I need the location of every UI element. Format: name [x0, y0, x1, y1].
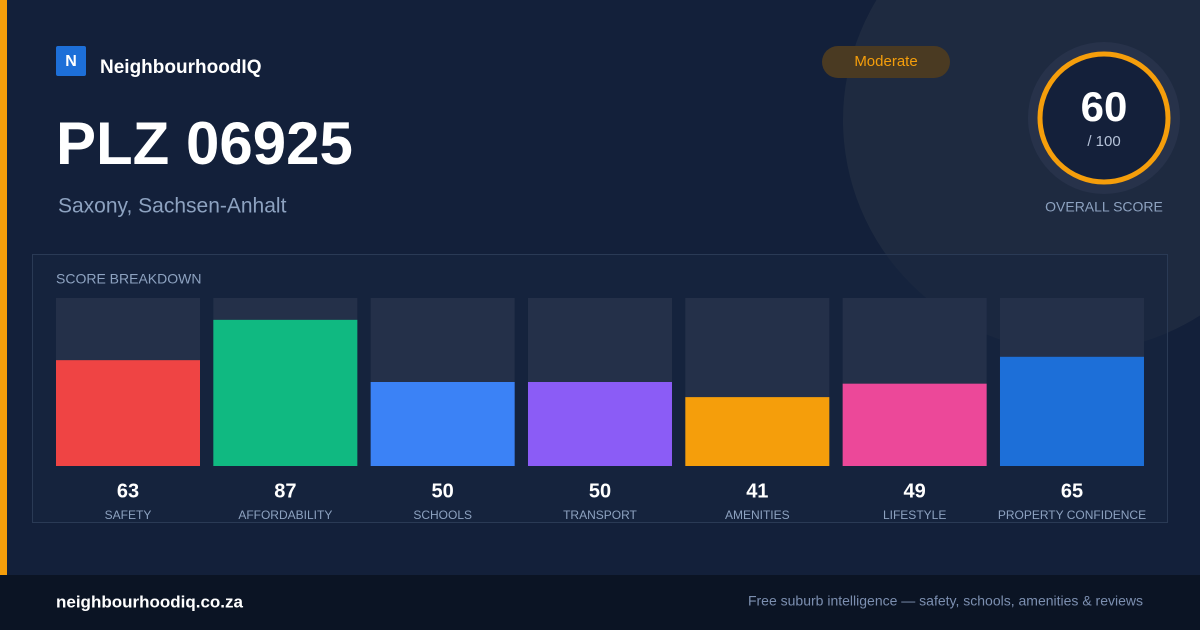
logo: [56, 46, 86, 76]
bar: [370, 382, 515, 466]
category-label: TRANSPORT: [563, 508, 637, 522]
accent-stripe: [0, 0, 7, 575]
overall-label: OVERALL SCORE: [1045, 199, 1163, 215]
value-label: 41: [746, 480, 768, 502]
bar: [56, 360, 200, 466]
value-label: 50: [589, 480, 611, 502]
category-label: SAFETY: [105, 508, 152, 522]
subtitle: Saxony, Sachsen-Anhalt: [58, 195, 287, 218]
overall-max: / 100: [1087, 133, 1120, 150]
category-label: AFFORDABILITY: [238, 508, 332, 522]
value-label: 50: [432, 480, 454, 502]
value-label: 49: [904, 480, 926, 502]
bar: [213, 319, 358, 466]
score-ring: [1037, 51, 1171, 185]
chart-title: SCORE BREAKDOWN: [56, 271, 201, 287]
value-label: 65: [1061, 480, 1083, 502]
title: PLZ 06925: [56, 110, 353, 177]
category-label: SCHOOLS: [413, 508, 472, 522]
bar: [999, 356, 1144, 466]
bar: [842, 383, 987, 466]
bar: [685, 397, 830, 466]
brand-name: NeighbourhoodIQ: [100, 57, 261, 78]
bar: [527, 382, 672, 466]
footer-site: neighbourhoodiq.co.za: [56, 592, 244, 611]
overall-score: 60: [1081, 83, 1128, 130]
value-label: 63: [117, 480, 139, 502]
category-label: LIFESTYLE: [883, 508, 946, 522]
value-label: 87: [274, 480, 296, 502]
footer-bar: [0, 575, 1200, 630]
category-label: AMENITIES: [725, 508, 790, 522]
logo-letter: N: [65, 53, 77, 70]
footer-tagline: Free suburb intelligence — safety, schoo…: [748, 593, 1143, 609]
category-label: PROPERTY CONFIDENCE: [998, 508, 1146, 522]
badge: [822, 46, 950, 78]
badge-text: Moderate: [854, 53, 917, 70]
